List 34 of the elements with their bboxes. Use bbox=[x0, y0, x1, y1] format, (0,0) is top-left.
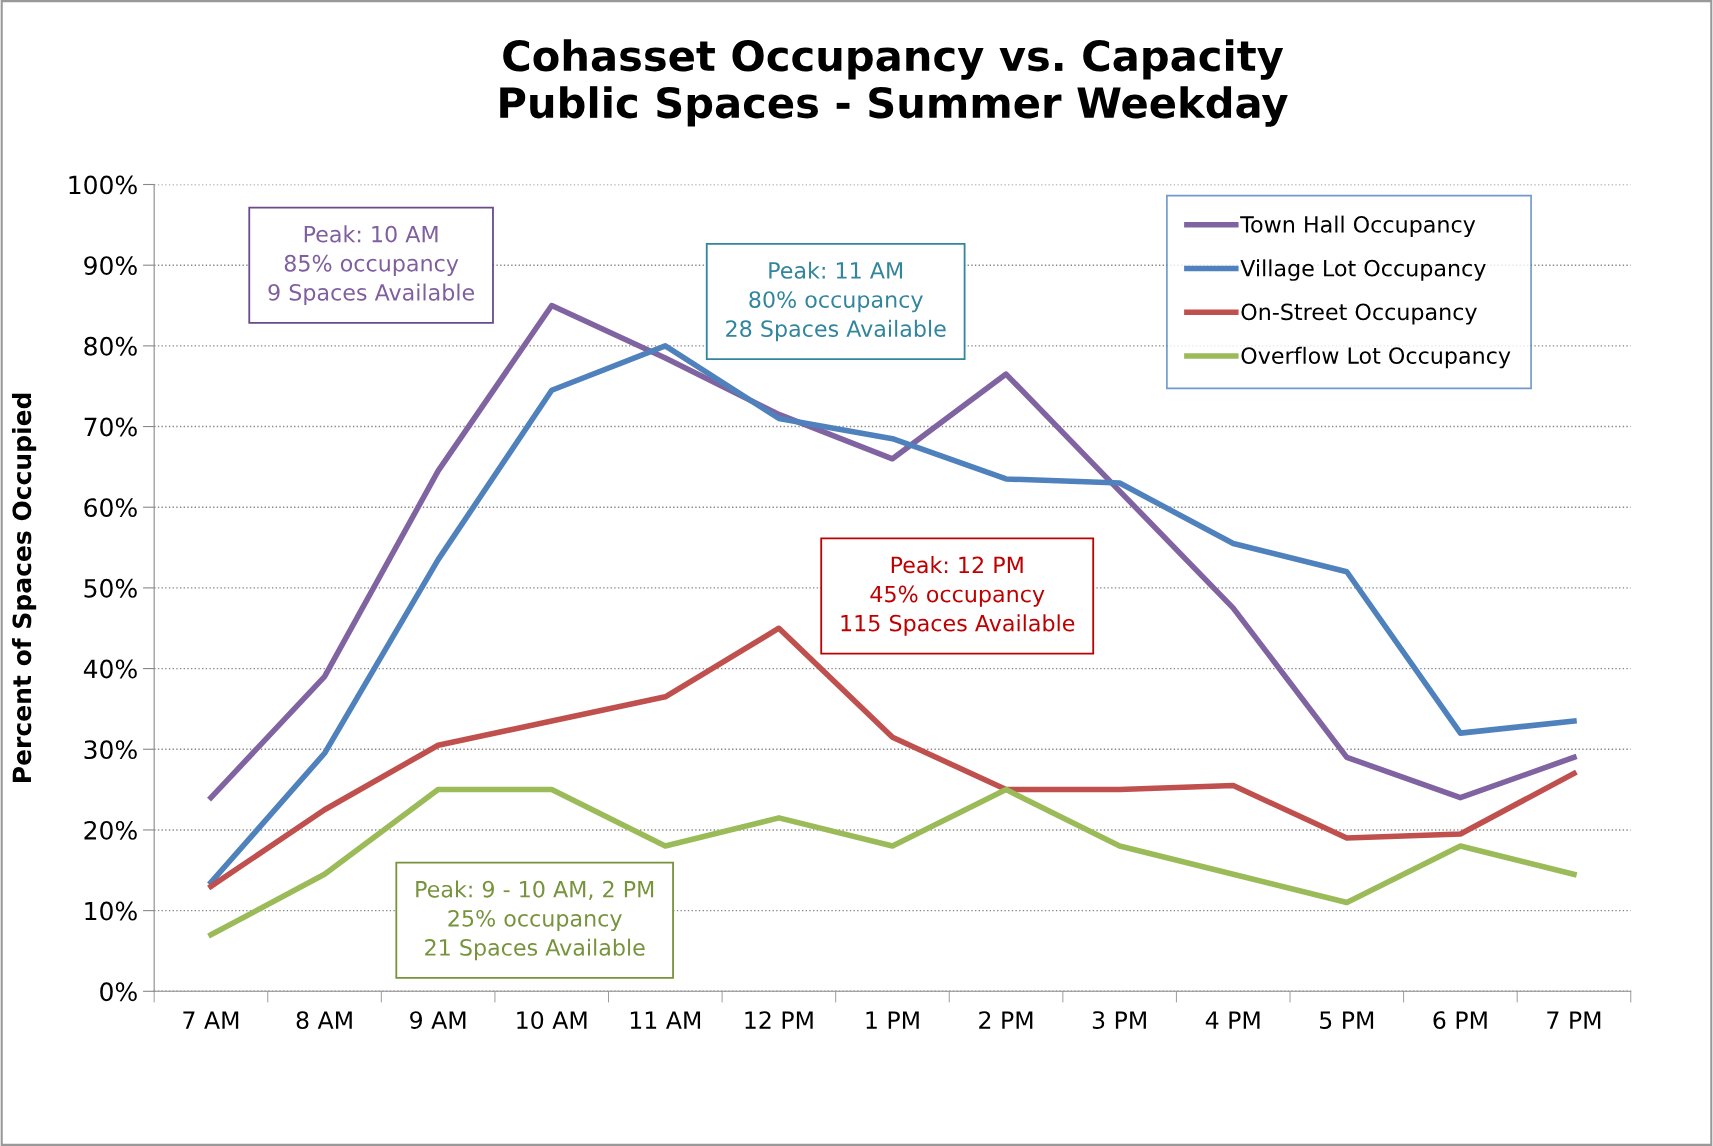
x-tick-label: 11 AM bbox=[630, 1011, 701, 1029]
annotation: Peak: 12 PM 45% occupancy 115 Spaces Available bbox=[841, 556, 1075, 636]
x-tick-label: 4 PM bbox=[1205, 1011, 1260, 1029]
x-tick-label: 9 AM bbox=[410, 1011, 466, 1030]
y-tick-label: 20% bbox=[84, 820, 137, 840]
annotation: Peak: 9 - 10 AM, 2 PM 25% occupancy 21 Spaces Available bbox=[416, 880, 654, 961]
x-tick-label: 7 AM bbox=[183, 1011, 239, 1029]
y-tick-label: 80% bbox=[84, 336, 137, 356]
y-tick-label: 90% bbox=[84, 256, 137, 276]
x-tick-label: 10 AM bbox=[517, 1011, 587, 1030]
y-tick-label: 60% bbox=[84, 498, 137, 518]
x-tick-label: 5 PM bbox=[1320, 1011, 1374, 1030]
y-tick-label: 10% bbox=[85, 901, 137, 921]
x-tick-label: 7 PM bbox=[1547, 1011, 1601, 1029]
y-tick-label: 0% bbox=[100, 982, 137, 1002]
x-tick-label: 1 PM bbox=[866, 1011, 919, 1029]
y-tick-label: 50% bbox=[84, 578, 137, 598]
legend-label: Town Hall Occupancy bbox=[1240, 215, 1476, 238]
legend-label: Village Lot Occupancy bbox=[1240, 259, 1486, 281]
y-tick-label: 100% bbox=[69, 175, 137, 195]
chart-title: Cohasset Occupancy vs. Capacity Public Spaces - Summer Weekday bbox=[500, 39, 1288, 127]
x-tick-label: 8 AM bbox=[296, 1011, 352, 1030]
x-tick-label: 3 PM bbox=[1092, 1011, 1146, 1030]
x-tick-label: 2 PM bbox=[979, 1011, 1033, 1029]
annotation: Peak: 10 AM 85% occupancy 9 Spaces Available bbox=[268, 225, 474, 306]
annotation: Peak: 11 AM 80% occupancy 28 Spaces Available bbox=[726, 261, 946, 342]
y-tick-label: 30% bbox=[84, 740, 137, 760]
x-tick-label: 6 PM bbox=[1433, 1011, 1487, 1030]
x-tick-label: 12 PM bbox=[745, 1011, 813, 1029]
y-tick-label: 70% bbox=[84, 417, 137, 437]
y-tick-label: 40% bbox=[83, 659, 137, 679]
y-axis-title: Percent of Spaces Occupied bbox=[11, 393, 37, 782]
legend-label: Overflow Lot Occupancy bbox=[1241, 346, 1511, 369]
legend-label: On-Street Occupancy bbox=[1241, 303, 1477, 325]
